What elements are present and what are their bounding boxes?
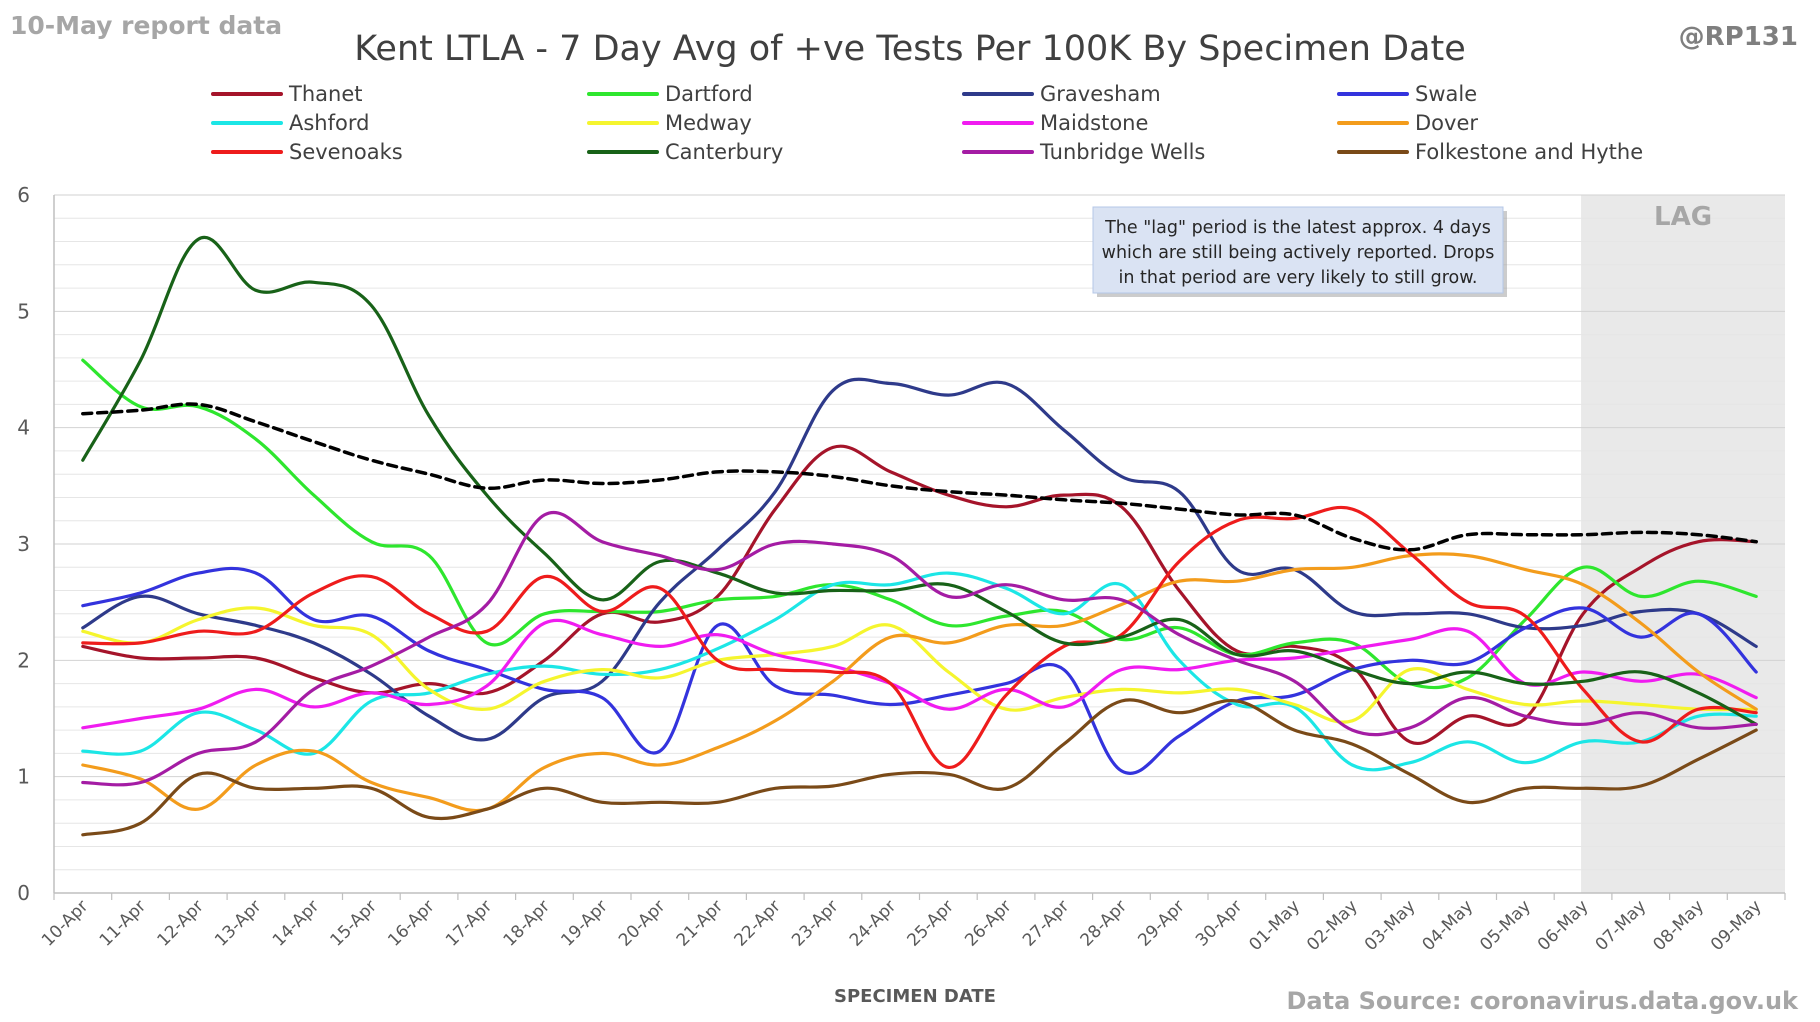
series-line-ashford [81,571,1758,772]
lag-label: LAG [1654,202,1712,232]
x-tick-label: 09-May [1707,896,1766,955]
x-tick-label: 27-Apr [1019,896,1073,950]
x-tick-label: 28-Apr [1077,896,1131,950]
x-tick-label: 04-May [1419,896,1478,955]
series-line-average [81,402,1758,552]
y-tick-label: 4 [17,416,30,440]
annotation-line: in that period are very likely to still … [1119,268,1478,288]
x-tick-label: 16-Apr [384,896,438,950]
legend-label-folkestone-and-hythe: Folkestone and Hythe [1415,140,1643,164]
annotation-box [1092,206,1504,294]
y-tick-label: 0 [17,881,30,905]
x-tick-label: 30-Apr [1192,896,1246,950]
x-tick-label: 29-Apr [1134,896,1188,950]
x-tick-label: 07-May [1592,896,1651,955]
x-tick-label: 13-Apr [211,896,265,950]
x-tick-label: 08-May [1649,896,1708,955]
legend: Thanet Dartford Gravesham Swale Ashford Medwa… [211,82,1643,164]
series-line-tunbridge-wells [81,511,1758,787]
series-line-maidstone [81,618,1758,730]
series-line-sevenoaks [81,506,1758,769]
x-tick-label: 20-Apr [615,896,669,950]
legend-label-swale: Swale [1415,82,1477,106]
x-tick-label: 10-Apr [38,896,92,950]
plot-area: 0 1 2 3 4 5 6 10-Apr 11-Apr 12-Apr 13-Apr 14-Apr 15-… [17,183,1786,955]
y-tick-label: 5 [17,299,30,323]
y-tick-label: 2 [17,648,30,672]
x-tick-label: 17-Apr [442,896,496,950]
x-tick-label: 01-May [1245,896,1304,955]
legend-label-canterbury: Canterbury [665,140,783,164]
series-line-medway [81,606,1758,724]
x-tick-label: 18-Apr [500,896,554,950]
series-line-dartford [81,358,1758,690]
series-line-swale [81,566,1758,775]
series-line-canterbury [81,235,1758,726]
x-tick-label: 12-Apr [153,896,207,950]
y-tick-label: 1 [17,765,30,789]
x-tick-label: 05-May [1476,896,1535,955]
x-tick-label: 06-May [1534,896,1593,955]
x-tick-label: 14-Apr [269,896,323,950]
y-tick-label: 6 [17,183,30,207]
data-source: Data Source: coronavirus.data.gov.uk [1287,987,1800,1015]
chart-title: Kent LTLA - 7 Day Avg of +ve Tests Per 1… [354,29,1466,69]
report-tag: 10-May report data [10,11,282,40]
legend-label-thanet: Thanet [288,82,362,106]
x-tick-label: 24-Apr [846,896,900,950]
legend-label-dover: Dover [1415,111,1478,135]
legend-label-ashford: Ashford [289,111,369,135]
x-tick-label: 11-Apr [96,896,150,950]
legend-label-tunbridge-wells: Tunbridge Wells [1039,140,1205,164]
series-line-gravesham [81,377,1758,742]
x-tick-label: 02-May [1303,896,1362,955]
author-handle: @RP131 [1679,22,1798,52]
series-line-dover [81,552,1758,813]
legend-label-medway: Medway [665,111,752,135]
annotation-line: which are still being actively reported.… [1102,243,1495,263]
x-tick-label: 15-Apr [327,896,381,950]
legend-label-dartford: Dartford [665,82,753,106]
x-axis-label: SPECIMEN DATE [834,986,996,1007]
series-line-thanet [81,444,1758,746]
legend-label-maidstone: Maidstone [1040,111,1148,135]
x-tick-label: 23-Apr [788,896,842,950]
x-tick-label: 21-Apr [673,896,727,950]
y-tick-label: 3 [17,532,30,556]
x-tick-label: 19-Apr [557,896,611,950]
x-tick-label: 26-Apr [961,896,1015,950]
legend-label-gravesham: Gravesham [1040,82,1161,106]
x-tick-label: 03-May [1361,896,1420,955]
legend-label-sevenoaks: Sevenoaks [289,140,403,164]
series-line-folkestone-and-hythe [81,698,1758,837]
x-tick-label: 25-Apr [904,896,958,950]
x-tick-label: 22-Apr [730,896,784,950]
annotation-line: The "lag" period is the latest approx. 4… [1104,218,1491,238]
